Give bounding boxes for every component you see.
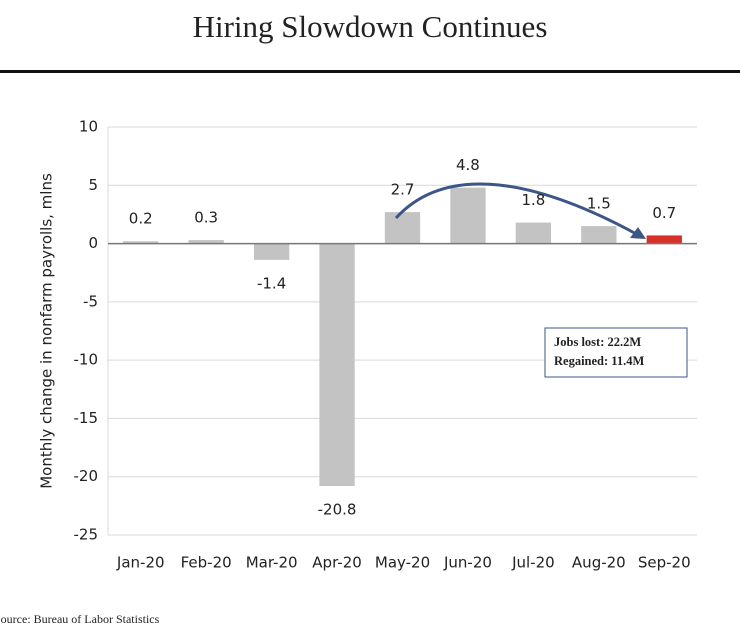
x-tick-label: May-20	[375, 554, 430, 572]
data-label: 1.5	[587, 195, 611, 213]
annotation-text: Regained: 11.4M	[554, 354, 644, 368]
x-tick-label: Sep-20	[638, 554, 691, 572]
data-label: 0.7	[652, 204, 676, 222]
data-label: -20.8	[318, 501, 357, 519]
arrow-head	[630, 227, 646, 239]
x-tick-label: Jul-20	[511, 554, 555, 572]
bar	[450, 187, 486, 244]
bar	[581, 226, 617, 244]
data-label: 1.8	[521, 191, 545, 209]
y-tick-label: 0	[88, 234, 98, 252]
bar	[253, 243, 290, 260]
source-note: Source: Bureau of Labor Statistics	[0, 612, 160, 626]
trend-arrow	[394, 182, 641, 238]
data-label: 4.8	[456, 156, 480, 174]
bar	[515, 222, 552, 244]
y-axis-label: Monthly change in nonfarm payrolls, mlns	[38, 173, 56, 489]
y-tick-label: -15	[74, 409, 99, 427]
data-label: -1.4	[257, 274, 286, 292]
bar	[188, 240, 224, 244]
x-tick-label: Apr-20	[312, 554, 362, 572]
x-tick-label: Feb-20	[181, 554, 232, 572]
x-tick-label: Jun-20	[443, 554, 492, 572]
data-label: 2.7	[391, 181, 415, 199]
data-label: 0.3	[194, 209, 218, 227]
chart-title: Hiring Slowdown Continues	[193, 9, 548, 44]
bar	[646, 235, 682, 244]
y-tick-label: -10	[74, 351, 99, 369]
y-tick-label: -25	[74, 526, 99, 544]
y-tick-label: 10	[79, 118, 98, 136]
x-tick-label: Mar-20	[246, 554, 298, 572]
bar	[123, 241, 159, 244]
bar	[384, 212, 421, 244]
y-tick-label: 5	[88, 176, 98, 194]
annotation-box	[544, 327, 688, 378]
bar	[319, 243, 355, 487]
x-tick-label: Jan-20	[116, 554, 165, 572]
annotation-text: Jobs lost: 22.2M	[554, 335, 641, 349]
title-rule	[0, 70, 740, 73]
y-tick-label: -5	[83, 292, 98, 310]
y-tick-label: -20	[74, 467, 99, 485]
data-label: 0.2	[129, 210, 153, 228]
x-tick-label: Aug-20	[572, 554, 626, 572]
